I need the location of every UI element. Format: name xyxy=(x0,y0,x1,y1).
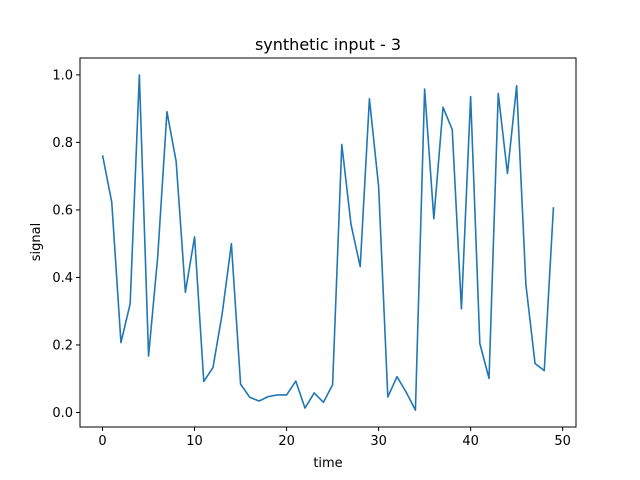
series-line xyxy=(101,74,555,411)
y-tick-label: 0.6 xyxy=(52,203,73,218)
x-tick-label: 0 xyxy=(98,434,106,449)
series-layer xyxy=(101,74,555,411)
y-tick-label: 0.0 xyxy=(52,406,73,421)
y-tick-label: 1.0 xyxy=(52,68,73,83)
y-axis-ticks: 0.0 0.2 0.4 0.6 0.8 1.0 xyxy=(52,68,80,421)
x-tick-label: 50 xyxy=(554,434,571,449)
y-axis-label: signal xyxy=(29,223,44,261)
x-axis-label: time xyxy=(313,456,342,471)
plot-area xyxy=(80,58,576,427)
x-tick-label: 30 xyxy=(370,434,387,449)
x-tick-label: 10 xyxy=(186,434,203,449)
x-axis-ticks: 0 10 20 30 40 50 xyxy=(98,427,571,449)
axes-frame xyxy=(79,57,577,428)
x-tick-label: 40 xyxy=(462,434,479,449)
y-tick-label: 0.2 xyxy=(52,338,73,353)
chart-title: synthetic input - 3 xyxy=(255,35,401,54)
y-tick-label: 0.8 xyxy=(52,136,73,151)
x-tick-label: 20 xyxy=(278,434,295,449)
y-tick-label: 0.4 xyxy=(52,271,73,286)
